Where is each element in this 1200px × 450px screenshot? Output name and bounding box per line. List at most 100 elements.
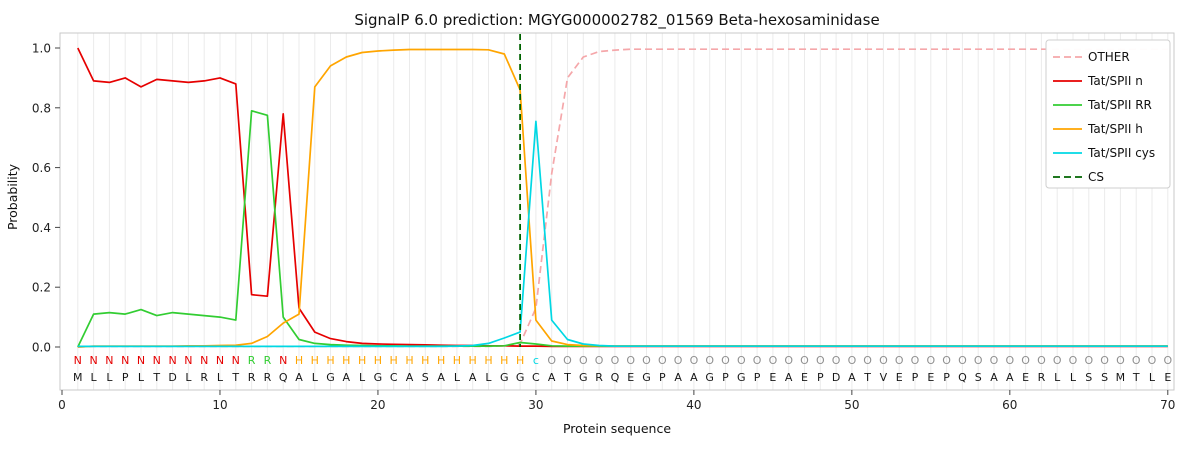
residue-letter: L <box>312 371 319 384</box>
residue-letter: L <box>1149 371 1156 384</box>
residue-letter: D <box>832 371 840 384</box>
legend-label: CS <box>1088 170 1104 184</box>
region-label: N <box>216 354 224 367</box>
region-label: O <box>563 354 572 367</box>
residue-letter: L <box>454 371 461 384</box>
residue-letter: S <box>1101 371 1108 384</box>
residue-letter: G <box>705 371 714 384</box>
residue-letter: P <box>943 371 950 384</box>
residue-letter: Q <box>611 371 620 384</box>
residue-letter: S <box>975 371 982 384</box>
residue-letter: P <box>122 371 129 384</box>
region-label: N <box>121 354 129 367</box>
x-tick-label: 70 <box>1160 398 1175 412</box>
region-label: O <box>1100 354 1109 367</box>
residue-letter: D <box>168 371 176 384</box>
residue-letter: P <box>817 371 824 384</box>
y-tick-label: 1.0 <box>32 42 51 56</box>
region-label: O <box>879 354 888 367</box>
residue-letter: G <box>579 371 588 384</box>
region-label: N <box>105 354 113 367</box>
region-label: N <box>89 354 97 367</box>
residue-letter: A <box>785 371 793 384</box>
x-tick-label: 0 <box>58 398 66 412</box>
legend-label: OTHER <box>1088 50 1130 64</box>
region-label: O <box>895 354 904 367</box>
residue-letter: E <box>801 371 808 384</box>
residue-letter: L <box>1054 371 1061 384</box>
legend-label: Tat/SPII h <box>1087 122 1143 136</box>
residue-letter: Q <box>279 371 288 384</box>
residue-letter: A <box>548 371 556 384</box>
residue-letter: G <box>516 371 525 384</box>
x-tick-label: 40 <box>686 398 701 412</box>
region-label: O <box>958 354 967 367</box>
region-label: H <box>469 354 477 367</box>
region-label: O <box>721 354 730 367</box>
region-label: H <box>390 354 398 367</box>
residue-letter: G <box>642 371 651 384</box>
y-axis-label: Probability <box>5 163 20 230</box>
residue-letter: A <box>406 371 414 384</box>
region-label: O <box>1053 354 1062 367</box>
region-label: N <box>232 354 240 367</box>
region-label: H <box>311 354 319 367</box>
residue-letter: A <box>990 371 998 384</box>
residue-letter: A <box>437 371 445 384</box>
residue-letter: R <box>1038 371 1046 384</box>
region-label: O <box>611 354 620 367</box>
region-label: R <box>264 354 272 367</box>
residue-letter: T <box>863 371 871 384</box>
legend-label: Tat/SPII n <box>1087 74 1143 88</box>
series-line-other <box>77 48 1168 348</box>
residue-letter: V <box>880 371 888 384</box>
residue-letter: P <box>912 371 919 384</box>
region-label: O <box>595 354 604 367</box>
residue-letter: G <box>374 371 383 384</box>
region-label: O <box>1148 354 1157 367</box>
region-label: O <box>1163 354 1172 367</box>
region-label: O <box>547 354 556 367</box>
residue-letter: A <box>295 371 303 384</box>
region-label: O <box>690 354 699 367</box>
region-label: H <box>421 354 429 367</box>
y-tick-label: 0.0 <box>32 341 51 355</box>
x-tick-label: 10 <box>212 398 227 412</box>
region-label: O <box>800 354 809 367</box>
region-label: O <box>674 354 683 367</box>
region-label: H <box>342 354 350 367</box>
region-label: H <box>374 354 382 367</box>
y-tick-label: 0.4 <box>32 221 51 235</box>
region-label: O <box>1021 354 1030 367</box>
region-label: O <box>1116 354 1125 367</box>
region-label: N <box>200 354 208 367</box>
series-line-tat-spii-h <box>77 48 1168 348</box>
series-lines <box>77 47 1168 348</box>
residue-letter: P <box>722 371 729 384</box>
region-label: H <box>437 354 445 367</box>
region-label: O <box>705 354 714 367</box>
region-label: H <box>295 354 303 367</box>
residue-letter: Q <box>958 371 967 384</box>
gridlines <box>77 33 1169 390</box>
residue-letter: L <box>485 371 492 384</box>
region-label: O <box>737 354 746 367</box>
residue-letter: L <box>106 371 113 384</box>
x-tick-label: 60 <box>1002 398 1017 412</box>
residue-letter: E <box>769 371 776 384</box>
residue-letter: A <box>1006 371 1014 384</box>
region-label: O <box>769 354 778 367</box>
region-label: O <box>579 354 588 367</box>
residue-letter: S <box>422 371 429 384</box>
residue-letter: S <box>1085 371 1092 384</box>
residue-letter: G <box>326 371 335 384</box>
chart-title: SignalP 6.0 prediction: MGYG000002782_01… <box>354 11 879 30</box>
region-label: c <box>533 354 539 367</box>
residue-letter: C <box>390 371 398 384</box>
residue-letter: A <box>690 371 698 384</box>
residue-letter: R <box>264 371 272 384</box>
region-label: O <box>658 354 667 367</box>
